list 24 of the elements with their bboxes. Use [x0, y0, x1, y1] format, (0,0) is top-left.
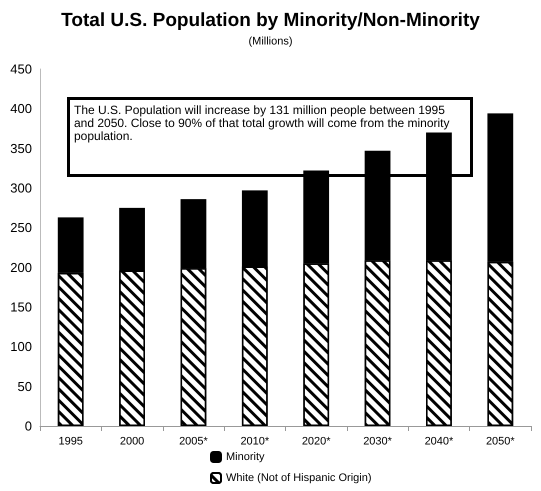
y-tick-label: 0: [24, 418, 32, 434]
text-box: The U.S. Population will increase by 131 million people between 1995 and 2050. Close to 90% of that total growth will come from the minority population.: [67, 97, 473, 177]
chart-subtitle: (Millions): [248, 36, 292, 48]
x-tick-label: 2050*: [486, 436, 516, 448]
y-tick-label: 200: [10, 260, 32, 275]
legend-label: Minority: [226, 451, 266, 463]
y-tick-label: 250: [10, 220, 32, 236]
x-tick-label: 2005*: [179, 436, 209, 448]
y-tick-label: 350: [10, 140, 32, 156]
y-tick-label: 50: [18, 378, 32, 394]
x-tick-label: 2040*: [424, 436, 454, 448]
x-tick-label: 2010*: [240, 436, 270, 448]
x-tick-label: 1995: [58, 436, 83, 448]
y-tick-label: 400: [10, 101, 32, 116]
x-tick-label: 2000: [120, 436, 144, 448]
y-tick-label: 450: [10, 62, 32, 76]
y-tick-label: 300: [10, 180, 32, 196]
legend-label: White (Not of Hispanic Origin): [226, 472, 372, 484]
annotation: The U.S. Population will increase by 131 million people between 1995 and 2050. Close to 90% of that total growth will come from the minority population.: [74, 103, 451, 143]
x-tick-label: 2030*: [363, 436, 393, 448]
y-tick-label: 150: [10, 300, 32, 314]
y-tick-label: 100: [10, 339, 32, 354]
x-tick-label: 2020*: [302, 436, 332, 448]
chart-title: Total U.S. Population by Minority/Non-Minority: [61, 10, 480, 31]
